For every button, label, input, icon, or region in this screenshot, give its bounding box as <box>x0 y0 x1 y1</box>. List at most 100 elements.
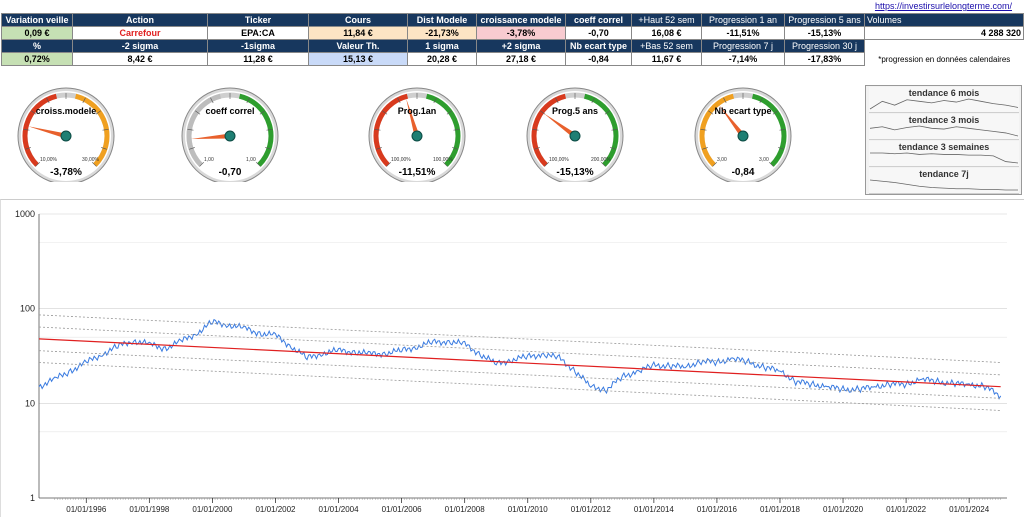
header-cell: Progression 7 j <box>701 39 785 53</box>
gauge-tick <box>591 97 595 104</box>
chart-y-tick-label: 100 <box>20 304 35 314</box>
gauge-tick <box>772 110 778 115</box>
gauge-hub <box>411 130 423 142</box>
header-cell: Progression 5 ans <box>784 13 865 27</box>
header-cell: % <box>1 39 73 53</box>
gauge-zone-high <box>238 93 274 167</box>
trend-sparkline <box>870 152 1019 164</box>
gauge-zone-low <box>373 93 409 167</box>
site-link[interactable]: https://investirsurlelongterme.com/ <box>874 1 1012 11</box>
gauge-needle <box>28 126 67 139</box>
gauge-tick <box>386 161 392 167</box>
trend-sparkline <box>869 98 1019 110</box>
gauge-tick <box>82 97 86 104</box>
gauge-tick <box>210 97 214 104</box>
gauge-tick <box>604 110 610 115</box>
gauge-tick <box>534 147 540 150</box>
gauge-tick <box>532 128 539 131</box>
trend-title: tendance 6 mois <box>908 88 980 98</box>
gauge-tick <box>259 110 265 115</box>
blank-cell <box>864 39 1024 53</box>
gauge-tick <box>759 97 763 104</box>
value-cell: 27,18 € <box>476 52 566 66</box>
chart-x-tick-label: 01/01/2024 <box>949 505 990 514</box>
chart-x-tick-label: 01/01/2000 <box>192 505 233 514</box>
gauge-max-label: 200,00% <box>591 157 611 163</box>
value-cell: 11,67 € <box>631 52 702 66</box>
header-cell: Progression 30 j <box>784 39 865 53</box>
chart-sigma-band <box>38 362 1001 411</box>
gauge-tick <box>31 110 37 115</box>
value-cell: -7,14% <box>701 52 785 66</box>
chart-x-tick-label: 01/01/2004 <box>319 505 360 514</box>
chart-y-tick-label: 10 <box>25 398 35 408</box>
value-cell: -15,13% <box>784 26 865 40</box>
gauge-dial <box>181 87 279 182</box>
header-row-1: Variation veille Action Ticker Cours Dis… <box>1 13 1024 27</box>
trend-title: tendance 7j <box>919 169 969 179</box>
chart-x-tick-label: 01/01/2006 <box>382 505 423 514</box>
gauge-max-label: 1,00 <box>246 157 256 163</box>
value-cell: -21,73% <box>407 26 477 40</box>
header-cell: Volumes <box>864 13 1024 27</box>
gauge-coeff-correl: coeff correl 1,00 1,00 -0,70 <box>180 86 280 182</box>
gauge-tick <box>555 97 559 104</box>
gauge-label: Prog.1an <box>397 106 437 116</box>
header-cell: -1sigma <box>207 39 309 53</box>
gauge-hub <box>569 130 581 142</box>
gauge-min-label: 3,00 <box>717 157 727 163</box>
gauge-zone-high <box>74 93 110 167</box>
gauge-tick <box>397 97 401 104</box>
gauge-tick <box>453 128 460 131</box>
gauge-hub <box>737 130 749 142</box>
header-cell: +Haut 52 sem <box>631 13 702 27</box>
trend-line <box>869 179 1018 191</box>
gauge-value: -15,13% <box>556 167 594 178</box>
value-cell: -0,84 <box>565 52 632 66</box>
gauge-tick <box>101 147 107 150</box>
chart-x-tick-label: 01/01/2012 <box>571 505 612 514</box>
gauge-value: -0,84 <box>731 167 755 178</box>
gauge-tick <box>195 110 201 115</box>
gauge-value: -3,78% <box>50 167 82 178</box>
value-cell: -11,51% <box>701 26 785 40</box>
chart-sigma-band <box>38 314 1001 363</box>
gauge-needle <box>543 113 577 139</box>
gauge-label: coeff correl <box>205 106 255 116</box>
trend-line <box>869 98 1019 110</box>
gauge-needle <box>406 98 420 137</box>
chart-y-tick-label: 1000 <box>15 209 35 219</box>
gauge-value: -0,70 <box>218 167 242 178</box>
gauge-tick <box>442 161 448 167</box>
header-cell: Nb ecart type <box>565 39 632 53</box>
gauge-tick <box>189 147 195 150</box>
value-cell: 4 288 320 <box>864 26 1024 40</box>
gauge-dial <box>694 87 792 182</box>
chart-x-tick-label: 01/01/2016 <box>697 505 738 514</box>
value-cell: 0,09 € <box>1 26 73 40</box>
chart-x-tick-label: 01/01/2008 <box>445 505 486 514</box>
gauge-tick <box>452 147 458 150</box>
header-cell: Cours <box>308 13 408 27</box>
gauge-tick <box>199 161 205 167</box>
gauge-tick <box>779 128 786 131</box>
gauge-hub <box>224 130 236 142</box>
trend-3-semaines: tendance 3 semaines <box>869 141 1019 167</box>
header-cell: +2 sigma <box>476 39 566 53</box>
value-row-2: 0,72% 8,42 € 11,28 € 15,13 € 20,28 € 27,… <box>1 52 1024 66</box>
chart-x-tick-label: 01/01/2010 <box>508 505 549 514</box>
value-cell: -0,70 <box>565 26 632 40</box>
value-cell: 15,13 € <box>308 52 408 66</box>
header-cell: Ticker <box>207 13 309 27</box>
gauge-tick <box>768 161 774 167</box>
gauge-tick <box>700 128 707 131</box>
chart-x-tick-label: 01/01/2014 <box>634 505 675 514</box>
trend-line <box>870 152 1019 164</box>
trend-title: tendance 3 mois <box>908 115 980 125</box>
gauge-max-label: 30,00% <box>82 157 99 163</box>
stock-name: Carrefour <box>72 26 208 40</box>
header-cell: Action <box>72 13 208 27</box>
chart-price-line <box>38 318 1002 400</box>
gauge-croissance-modele: croiss.modele 10,00% 30,00% -3,78% <box>16 86 116 182</box>
header-cell: -2 sigma <box>72 39 208 53</box>
